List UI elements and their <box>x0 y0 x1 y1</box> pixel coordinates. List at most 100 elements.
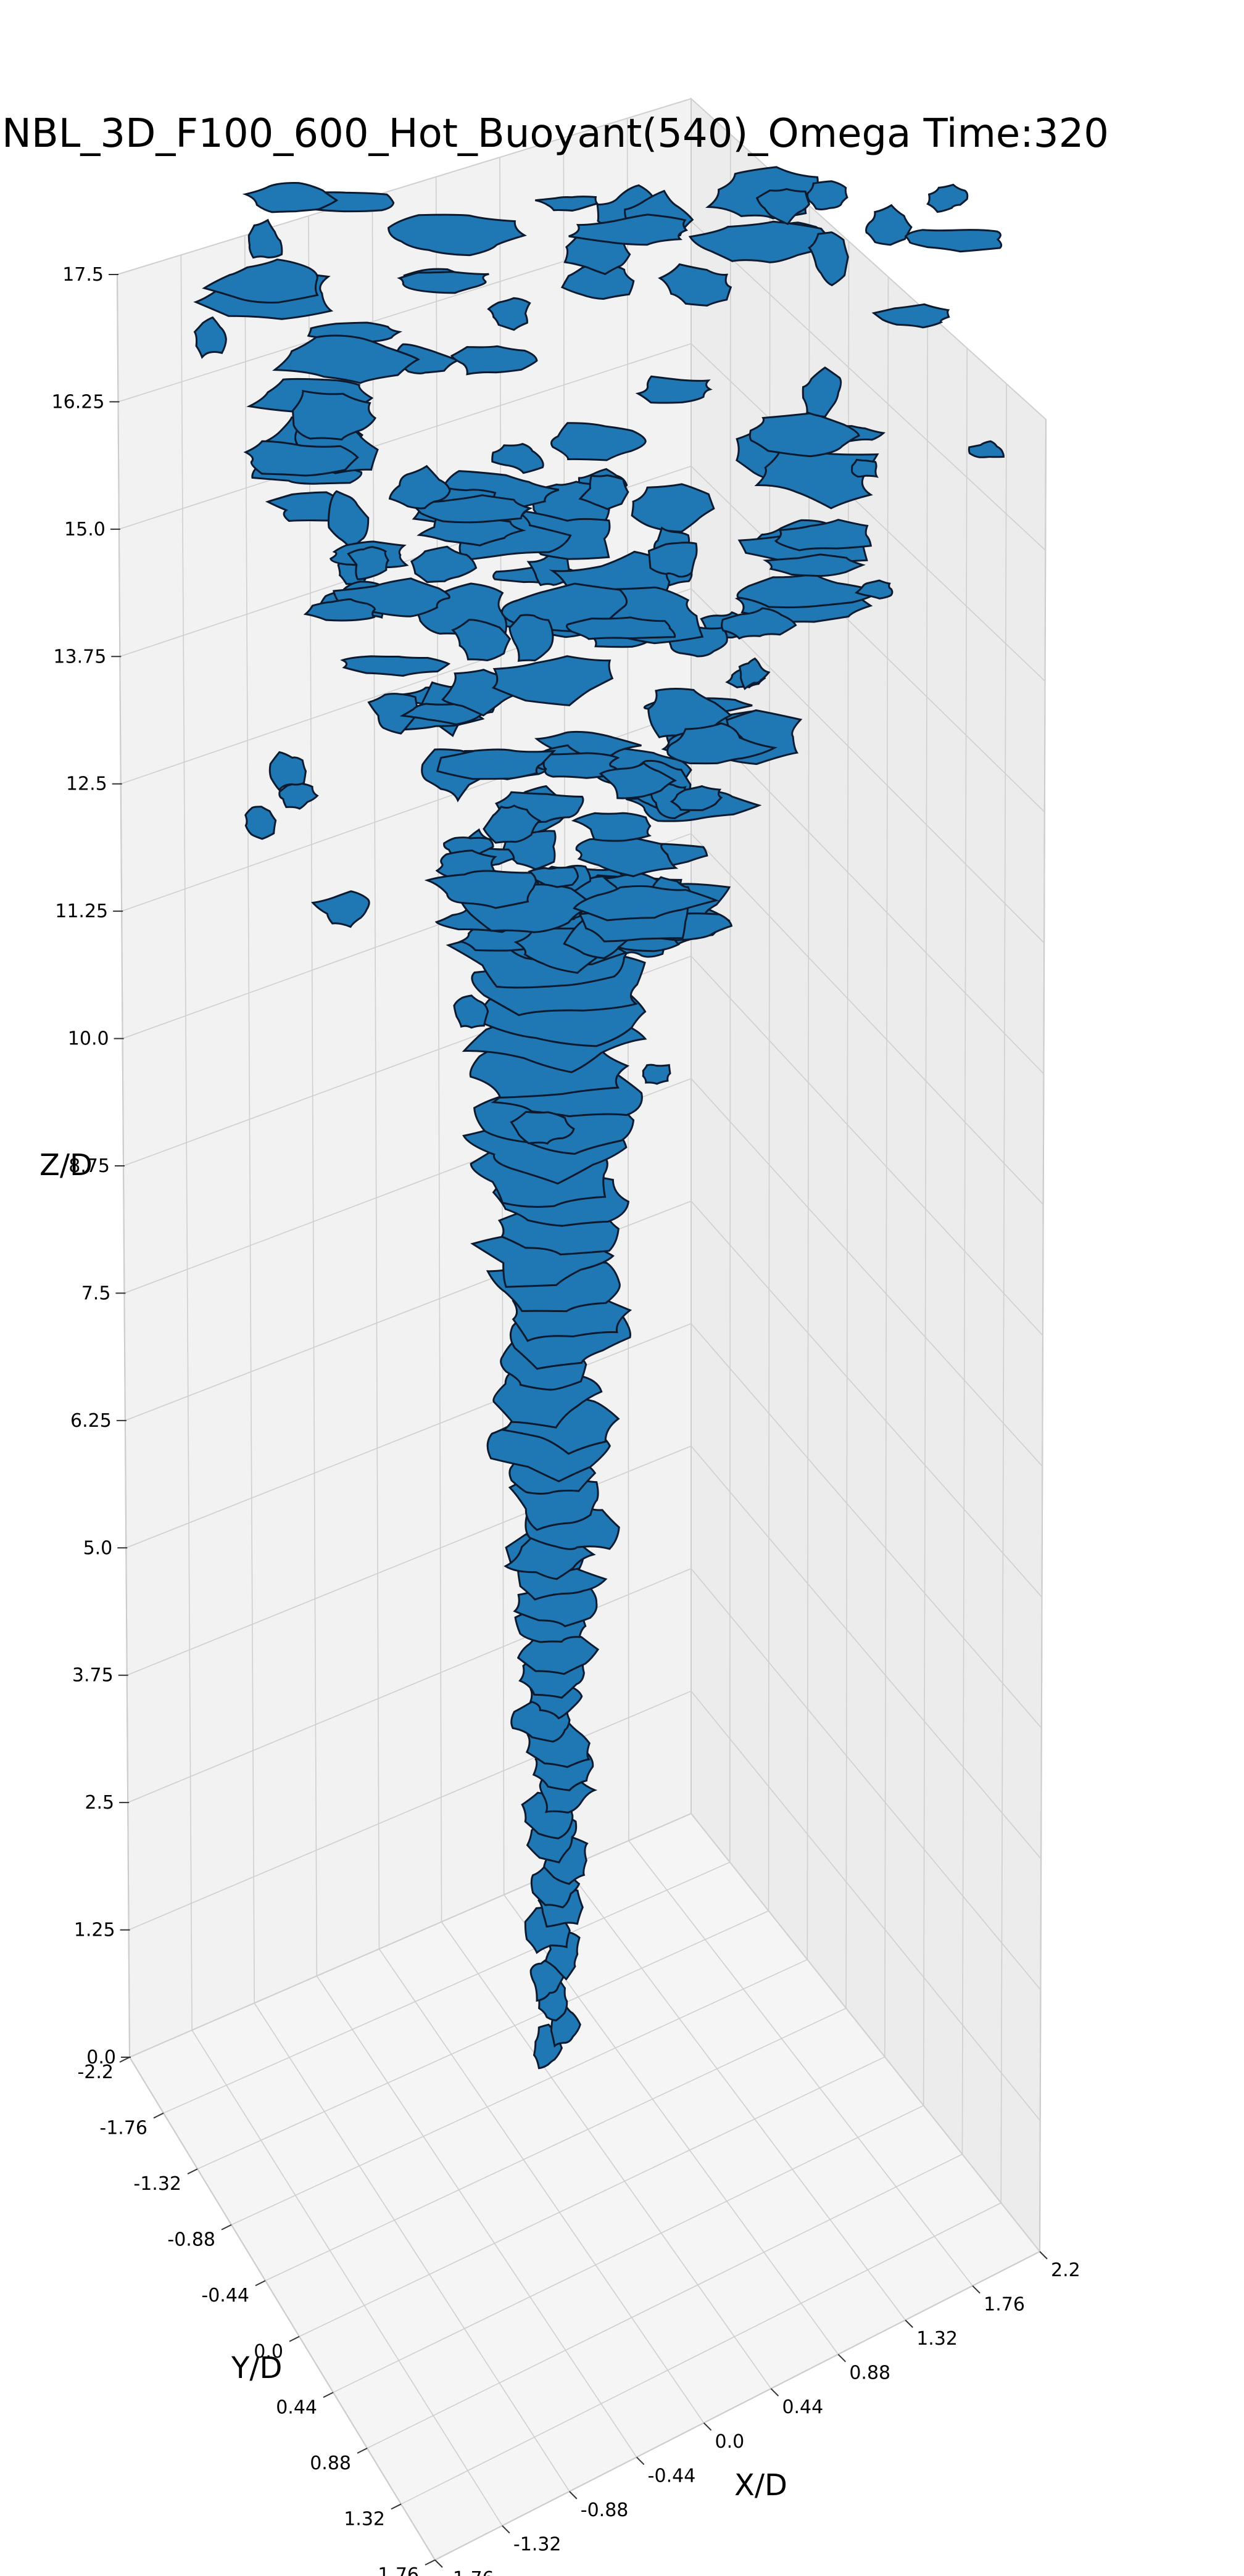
z-grid-line-right <box>690 1200 1043 1598</box>
isosurface-fragment <box>721 607 797 640</box>
y-tick <box>425 2559 436 2566</box>
z-grid-line-left <box>125 1323 692 1549</box>
isosurface-fragment <box>508 614 554 662</box>
y-tick-label: 0.44 <box>276 2396 317 2418</box>
isosurface-fragment <box>571 812 652 842</box>
x-tick-label: 0.44 <box>782 2396 823 2418</box>
y-tick <box>187 2168 198 2175</box>
isosurface-fragment <box>387 213 527 257</box>
isosurface-fragment <box>202 258 319 303</box>
isosurface-fragment <box>762 553 866 577</box>
isosurface-fragment <box>688 220 841 263</box>
isosurface-fragment <box>807 180 848 210</box>
y-tick-label: -1.32 <box>133 2173 181 2195</box>
y-grid-line-floor <box>129 1813 692 2058</box>
isosurface-fragment <box>242 182 339 213</box>
x-grid-line-wall <box>1000 384 1007 2203</box>
isosurface-fragment <box>755 188 811 225</box>
isosurface-fragment <box>424 870 538 909</box>
isosurface-fragment <box>268 751 307 791</box>
z-tick-label: 5.0 <box>83 1537 113 1559</box>
y-tick <box>153 2112 164 2119</box>
isosurface-fragment <box>491 655 614 706</box>
x-tick <box>972 2285 981 2294</box>
y-grid-line-wall <box>371 196 380 1949</box>
x-grid-line-floor <box>690 1813 1040 2252</box>
isosurface-fragment <box>736 572 880 609</box>
x-grid-line-floor <box>191 2029 503 2526</box>
y-tick-label: -0.88 <box>167 2229 215 2251</box>
isosurface-fragment <box>670 785 723 811</box>
isosurface-fragment <box>774 519 873 551</box>
isosurface-fragment <box>528 866 579 888</box>
isosurface-fragment <box>904 229 1003 253</box>
isosurface-fragment <box>510 1110 575 1145</box>
z-tick-label: 11.25 <box>55 901 108 922</box>
y-grid-line-wall <box>435 176 442 1922</box>
x-tick <box>636 2456 645 2466</box>
z-grid-line-left <box>128 1690 692 1931</box>
x-tick <box>1039 2251 1048 2260</box>
isosurface-fragment <box>573 885 719 922</box>
x-tick <box>569 2491 578 2500</box>
z-tick-label: 7.5 <box>81 1282 111 1304</box>
isosurface-fragment <box>754 446 879 510</box>
x-tick <box>434 2559 443 2568</box>
isosurface-fragment <box>487 297 531 331</box>
isosurface-fragment <box>483 804 542 844</box>
z-tick-label: 8.75 <box>68 1155 110 1177</box>
z-grid-line-right <box>690 98 1047 420</box>
x-tick-labels: -1.76 -1.32 -0.88 -0.44 0.0 0.44 0.88 1.32 1.76 2… <box>446 2260 1080 2576</box>
y-tick <box>289 2335 300 2342</box>
isosurface-fragment <box>968 440 1005 458</box>
isosurface-fragment <box>311 890 370 928</box>
isosurface-fragment <box>647 542 698 578</box>
y-tick-label: 1.76 <box>378 2564 419 2576</box>
isosurface-fragment <box>575 836 679 878</box>
isosurface-fragment <box>802 366 842 418</box>
y-tick <box>357 2447 368 2454</box>
x-axis-label: X/D <box>734 2468 787 2503</box>
z-tick-label: 13.75 <box>53 646 106 667</box>
isosurface-fragment <box>243 440 359 477</box>
z-tick-label: 17.5 <box>62 264 104 286</box>
x-tick-label: 0.88 <box>849 2363 890 2384</box>
isosurface-fragment <box>871 303 950 329</box>
z-grid-line-left <box>117 98 692 275</box>
y-grid-line-floor <box>434 2251 1040 2561</box>
y-tick-label: 0.88 <box>310 2453 351 2474</box>
x-tick-label: 1.32 <box>916 2328 958 2350</box>
z-tick-label: 15.0 <box>64 519 106 540</box>
isosurface-fragment <box>599 762 678 799</box>
y-tick-label: 1.32 <box>344 2508 385 2530</box>
z-tick-label: 1.25 <box>74 1920 115 1941</box>
x-tick-label: -0.44 <box>648 2465 696 2487</box>
x-grid-line-wall <box>729 134 731 1862</box>
x-tick <box>905 2319 913 2328</box>
x-tick-label: -0.88 <box>581 2500 629 2521</box>
x-grid-line-wall <box>923 312 929 2106</box>
y-tick-label: 0.0 <box>254 2341 283 2363</box>
x-tick-label: 0.0 <box>715 2431 745 2453</box>
vorticity-isosurface <box>193 166 1005 2070</box>
isosurface-fragment <box>272 334 420 384</box>
x-tick <box>502 2525 510 2534</box>
isosurface-fragment <box>340 655 451 677</box>
x-grid-line-floor <box>441 1922 772 2389</box>
z-grid-line-right <box>690 1690 1041 2121</box>
isosurface-fragment <box>491 443 544 474</box>
isosurface-fragment <box>450 345 538 376</box>
z-axis-label: Z/D <box>39 1148 93 1183</box>
y-grid-line-floor <box>163 1862 731 2114</box>
y-tick <box>119 2057 130 2063</box>
axis-panes <box>116 97 1047 2561</box>
x-grid-line-wall <box>961 348 968 2155</box>
x-grid-line-floor <box>378 1948 705 2424</box>
x-grid-line-floor <box>628 1840 973 2287</box>
y-tick-label: -0.44 <box>201 2285 249 2306</box>
y-tick <box>221 2224 232 2231</box>
y-grid-line-floor <box>231 1959 808 2226</box>
z-tick-label: 3.75 <box>72 1665 114 1686</box>
x-grid-line-floor <box>254 2002 570 2492</box>
